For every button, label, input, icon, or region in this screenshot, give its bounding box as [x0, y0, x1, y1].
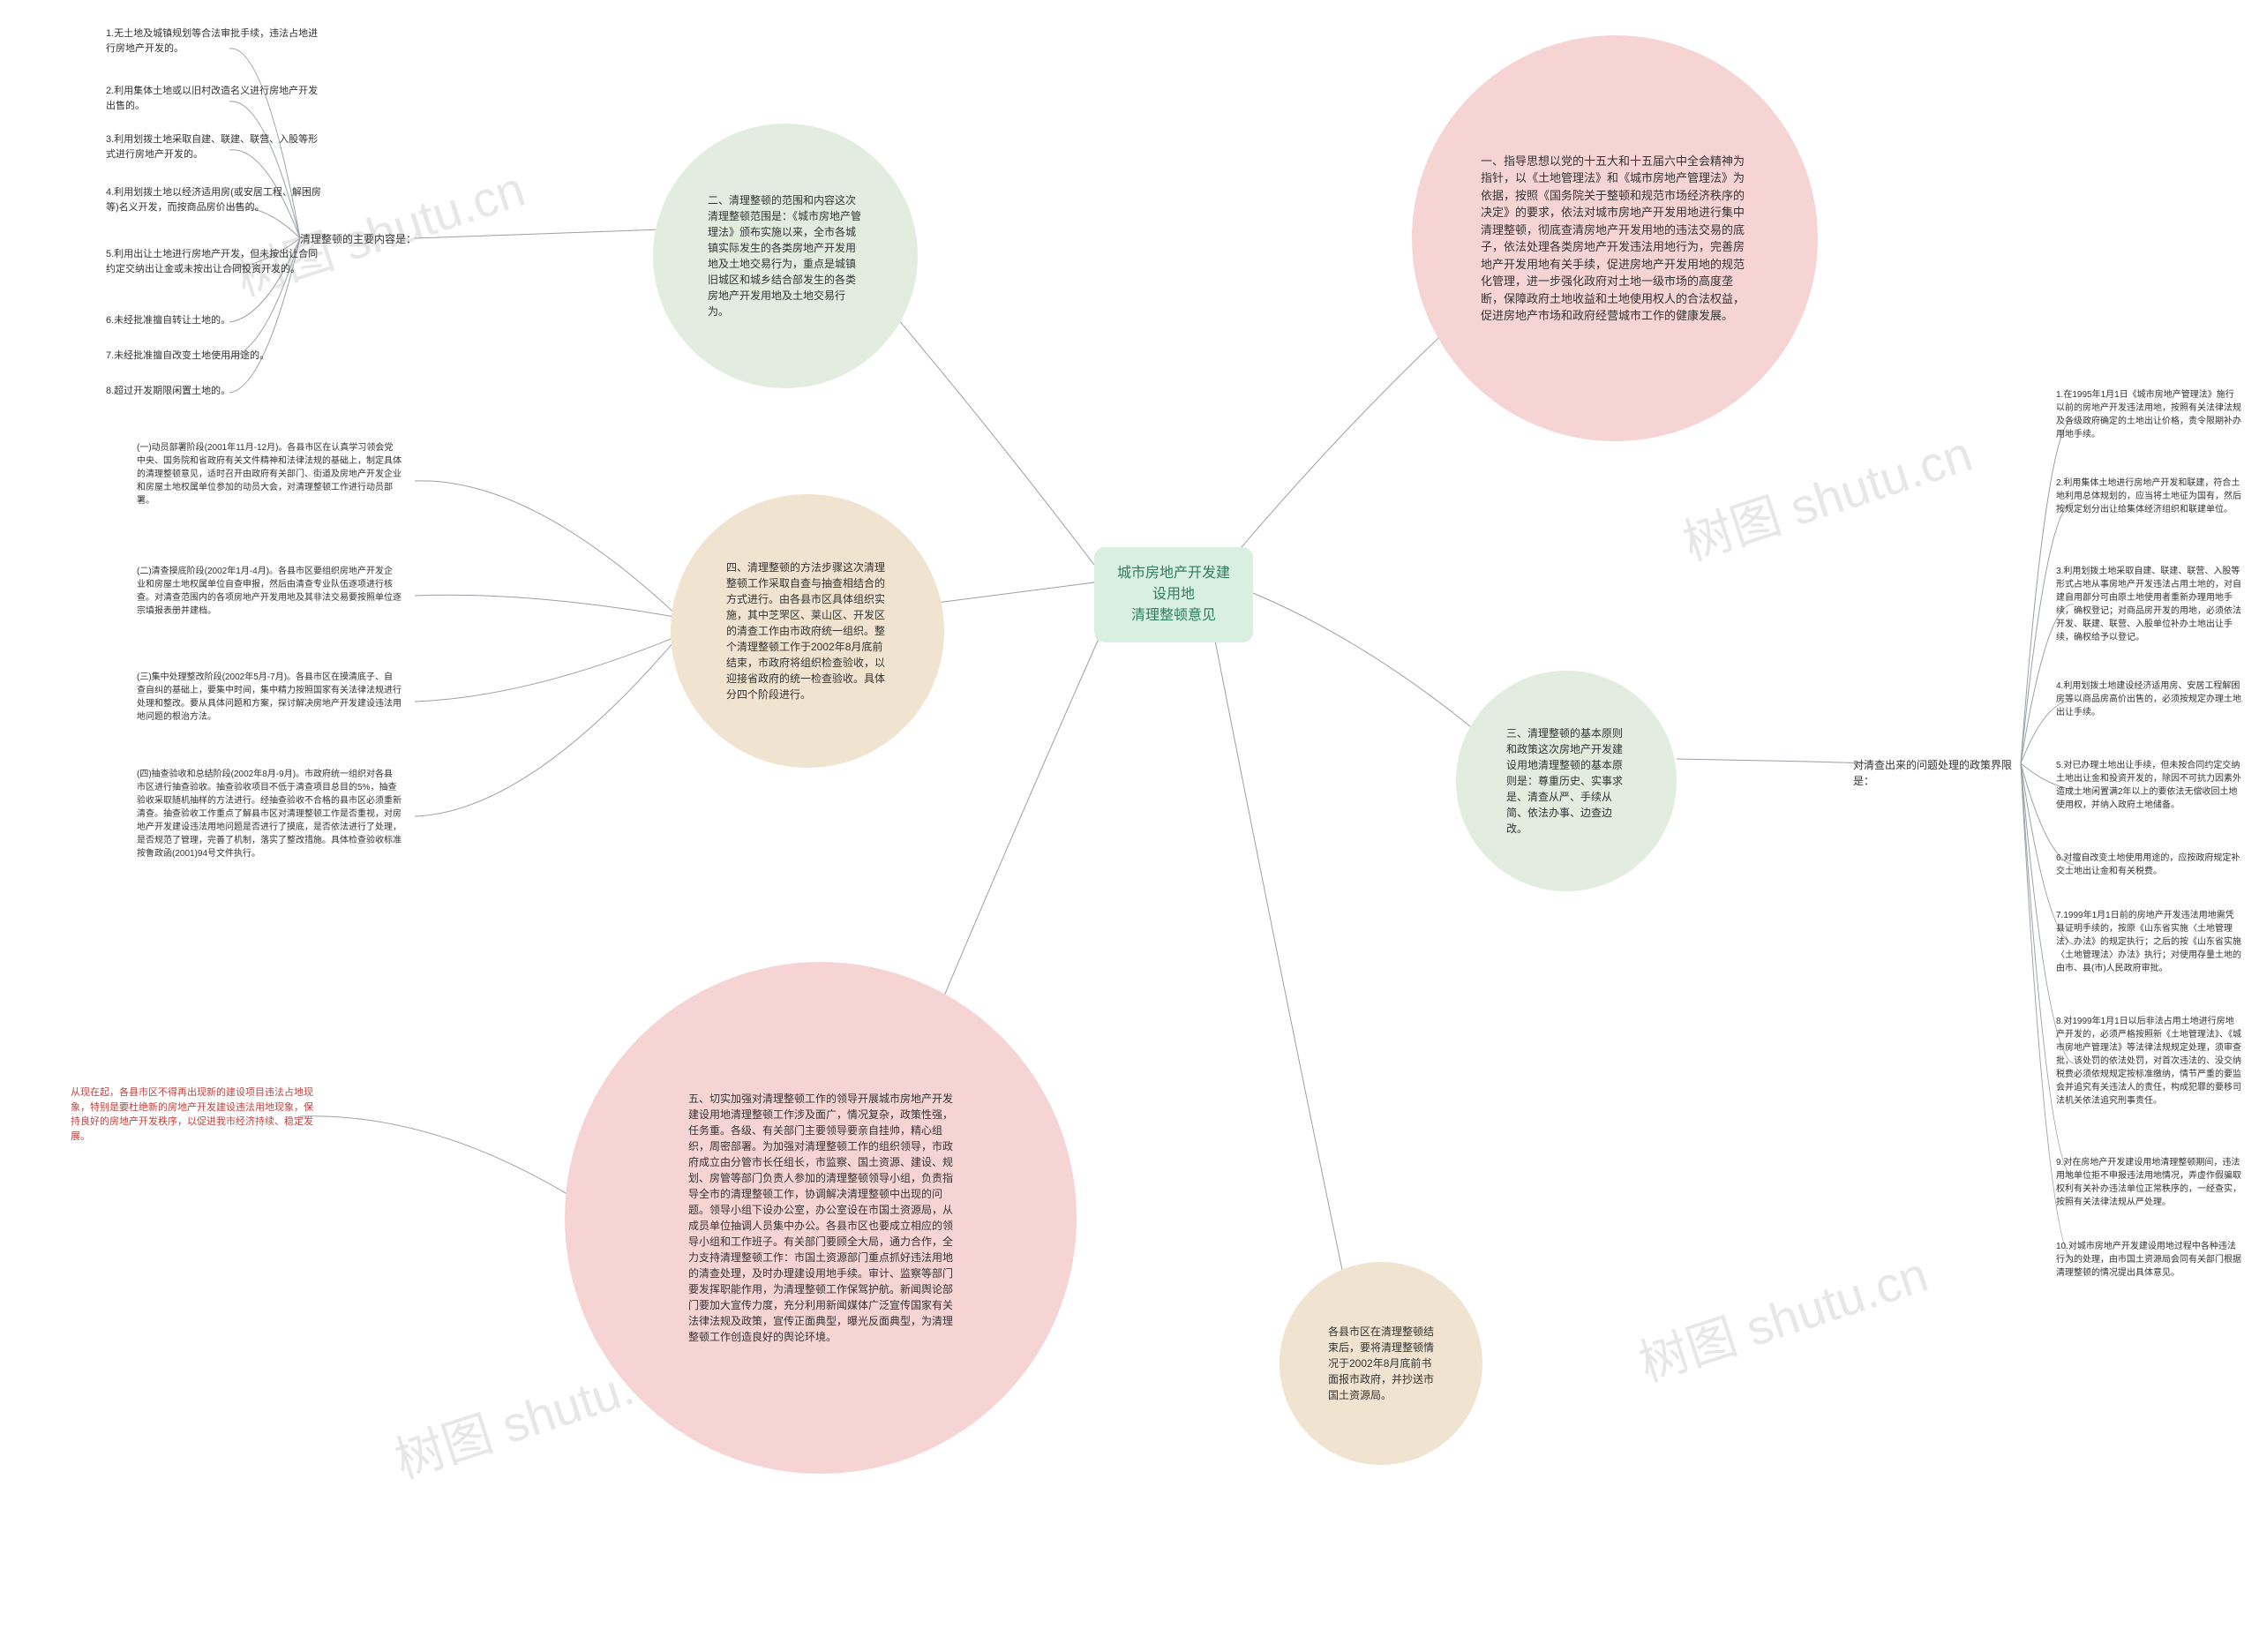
branch-2-item: 2.利用集体土地或以旧村改造名义进行房地产开发出售的。 — [106, 84, 326, 113]
watermark: 树图 shutu.cn — [226, 150, 533, 311]
branch-3-item: 9.对在房地产开发建设用地清理整顿期间，违法用地单位拒不申报违法用地情况，弄虚作… — [2056, 1156, 2241, 1209]
branch-4-item: (三)集中处理整改阶段(2002年5月-7月)。各县市区在摸清底子、自查自纠的基… — [137, 671, 402, 724]
branch-3-item: 5.对已办理土地出让手续，但未按合同约定交纳土地出让金和投资开发的，除因不可抗力… — [2056, 759, 2241, 812]
branch-4[interactable]: 四、清理整顿的方法步骤这次清理整顿工作采取自查与抽查相结合的方式进行。由各县市区… — [671, 494, 944, 768]
branch-6-text: 各县市区在清理整顿结束后，要将清理整顿情况于2002年8月底前书面报市政府，并抄… — [1328, 1324, 1434, 1403]
watermark: 树图 shutu.cn — [1629, 1235, 1936, 1396]
branch-3-text: 三、清理整顿的基本原则和政策这次房地产开发建设用地清理整顿的基本原则是：尊重历史… — [1506, 725, 1626, 837]
branch-3-item: 3.利用划拨土地采取自建、联建、联营、入股等形式占地从事房地产开发违法占用土地的… — [2056, 565, 2241, 644]
branch-2-item: 3.利用划拨土地采取自建、联建、联营、入股等形式进行房地产开发的。 — [106, 132, 326, 161]
branch-2-header: 清理整顿的主要内容是： — [300, 231, 417, 247]
branch-2-text: 二、清理整顿的范围和内容这次清理整顿范围是：《城市房地产管理法》颁布实施以来，全… — [708, 192, 863, 319]
watermark: 树图 shutu.cn — [1673, 415, 1980, 575]
branch-2-item: 5.利用出让土地进行房地产开发，但未按出让合同约定交纳出让金或未按出让合同投资开… — [106, 247, 326, 276]
branch-3-item: 7.1999年1月1日前的房地产开发违法用地需凭县证明手续的，按原《山东省实施〈… — [2056, 909, 2241, 975]
root-node[interactable]: 城市房地产开发建设用地 清理整顿意见 — [1094, 547, 1253, 642]
branch-2-item: 1.无土地及城镇规划等合法审批手续，违法占地进行房地产开发的。 — [106, 26, 326, 56]
branch-4-item: (一)动员部署阶段(2001年11月-12月)。各县市区在认真学习领会党中央、国… — [137, 441, 402, 507]
branch-3-item: 1.在1995年1月1日《城市房地产管理法》施行以前的房地产开发违法用地，按照有… — [2056, 388, 2241, 441]
branch-2-item: 4.利用划拨土地以经济适用房(或安居工程、解困房等)名义开发，而按商品房价出售的… — [106, 185, 326, 214]
branch-3-item: 10.对城市房地产开发建设用地过程中各种违法行为的处理，由市国土资源局会同有关部… — [2056, 1240, 2241, 1280]
branch-5-text: 五、切实加强对清理整顿工作的领导开展城市房地产开发建设用地清理整顿工作涉及面广，… — [688, 1091, 953, 1345]
branch-1[interactable]: 一、指导思想以党的十五大和十五届六中全会精神为指针，以《土地管理法》和《城市房地… — [1412, 35, 1818, 441]
branch-6[interactable]: 各县市区在清理整顿结束后，要将清理整顿情况于2002年8月底前书面报市政府，并抄… — [1280, 1262, 1482, 1465]
branch-5-leaf: 从现在起，各县市区不得再出现新的建设项目违法占地现象，特别是要杜绝新的房地产开发… — [71, 1085, 318, 1144]
branch-4-item: (二)清查摸底阶段(2002年1月-4月)。各县市区要组织房地产开发企业和房屋土… — [137, 565, 402, 618]
branch-3-header: 对清查出来的问题处理的政策界限是： — [1853, 757, 2030, 789]
branch-1-text: 一、指导思想以党的十五大和十五届六中全会精神为指针，以《土地管理法》和《城市房地… — [1481, 153, 1749, 325]
branch-2-item: 6.未经批准擅自转让土地的。 — [106, 313, 230, 328]
branch-3-item: 8.对1999年1月1日以后非法占用土地进行房地产开发的，必须严格按照新《土地管… — [2056, 1015, 2241, 1108]
root-label: 城市房地产开发建设用地 清理整顿意见 — [1117, 566, 1230, 623]
branch-4-text: 四、清理整顿的方法步骤这次清理整顿工作采取自查与抽查相结合的方式进行。由各县市区… — [726, 559, 889, 702]
branch-3-item: 4.利用划拨土地建设经济适用房、安居工程解困房等以商品房高价出售的，必须按规定办… — [2056, 680, 2241, 719]
branch-2-item: 8.超过开发期限闲置土地的。 — [106, 384, 230, 399]
branch-2[interactable]: 二、清理整顿的范围和内容这次清理整顿范围是：《城市房地产管理法》颁布实施以来，全… — [653, 124, 918, 388]
branch-4-item: (四)抽查验收和总结阶段(2002年8月-9月)。市政府统一组织对各县市区进行抽… — [137, 768, 402, 860]
branch-2-item: 7.未经批准擅自改变土地使用用途的。 — [106, 349, 269, 364]
branch-3-item: 2.利用集体土地进行房地产开发和联建，符合土地利用总体规划的，应当将土地征为国有… — [2056, 477, 2241, 516]
branch-3[interactable]: 三、清理整顿的基本原则和政策这次房地产开发建设用地清理整顿的基本原则是：尊重历史… — [1456, 671, 1677, 891]
branch-5[interactable]: 五、切实加强对清理整顿工作的领导开展城市房地产开发建设用地清理整顿工作涉及面广，… — [565, 962, 1077, 1474]
branch-3-item: 6.对擅自改变土地使用用途的，应按政府规定补交土地出让金和有关税费。 — [2056, 852, 2241, 878]
